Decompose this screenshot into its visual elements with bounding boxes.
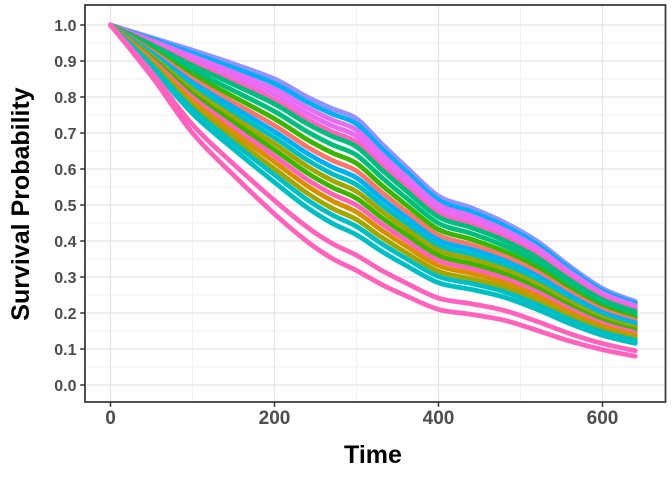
survival-curve [108,22,638,323]
survival-curve [108,22,638,308]
y-axis-title: Survival Probability [7,87,35,321]
y-tick-label: 0.0 [54,378,76,395]
x-tick-label: 600 [587,408,619,429]
x-tick-label: 200 [259,408,291,429]
survival-curve [108,22,638,354]
survival-curve [108,22,638,306]
y-tick-label: 0.8 [54,90,76,107]
x-axis-tick-labels: 0 200 400 600 [105,408,618,429]
y-tick-label: 0.4 [54,234,76,251]
survival-curve [108,22,638,311]
y-tick-label: 0.3 [54,270,76,287]
y-tick-label: 0.1 [54,342,76,359]
survival-curve [108,22,638,346]
y-axis-tick-labels: 1.0 0.9 0.8 0.7 0.6 0.5 0.4 0.3 0.2 0.1 0.0 [54,18,76,395]
y-tick-label: 1.0 [54,18,76,35]
x-tick-label: 0 [105,408,116,429]
x-axis-title: Time [344,441,402,469]
survival-curve [108,22,638,336]
survival-curve [108,22,638,333]
survival-curve [108,22,638,326]
panel-border [84,4,667,403]
survival-curve [108,22,638,338]
survival-curve [108,22,638,331]
y-tick-label: 0.7 [54,126,76,143]
survival-curve [108,22,638,343]
survival-curve [108,22,638,359]
y-tick-label: 0.9 [54,54,76,71]
survival-curves [108,22,638,359]
x-tick-label: 400 [423,408,455,429]
survival-curve [108,22,638,341]
survival-curve [108,22,638,328]
y-tick-label: 0.2 [54,306,76,323]
y-tick-label: 0.5 [54,198,76,215]
y-tick-label: 0.6 [54,162,76,179]
survival-curve [108,22,638,320]
axis-ticks [80,24,604,407]
survival-curve [108,22,638,304]
survival-curve [108,22,638,317]
survival-curve [108,22,638,314]
